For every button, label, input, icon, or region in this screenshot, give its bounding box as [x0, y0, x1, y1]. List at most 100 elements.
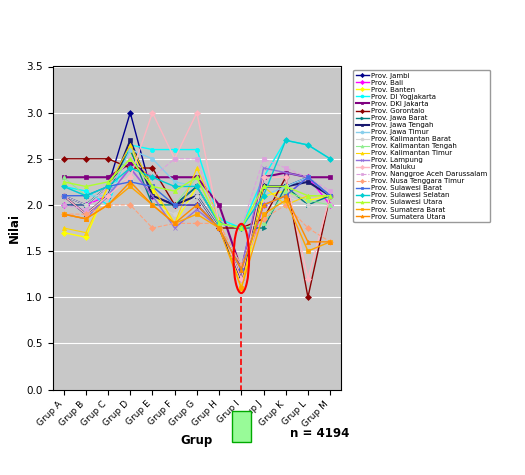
Prov. Sulawesi Utara [327, 193, 333, 199]
Prov. Jambi [60, 193, 67, 199]
Prov. Kalimantan Tengah [149, 184, 155, 190]
Prov. Sumatera Utara [172, 220, 178, 226]
Prov. Bali [149, 193, 155, 199]
Prov. DKI Jakarta [305, 174, 311, 180]
Prov. Sulawesi Utara [260, 184, 267, 190]
Prov. Kalimantan Timur [216, 216, 222, 222]
Prov. Jambi [127, 110, 133, 115]
Legend: Prov. Jambi, Prov. Bali, Prov. Banten, Prov. DI Yogjakarta, Prov. DKI Jakarta, P: Prov. Jambi, Prov. Bali, Prov. Banten, P… [353, 70, 490, 222]
Prov. Nanggroe Aceh Darussalam [127, 156, 133, 162]
Prov. DI Yogjakarta [260, 174, 267, 180]
FancyBboxPatch shape [232, 411, 251, 442]
Prov. Gorontalo [327, 193, 333, 199]
Text: n = 4194: n = 4194 [290, 428, 350, 440]
Prov. Banten [260, 193, 267, 199]
Prov. DKI Jakarta [127, 161, 133, 166]
Prov. Maluku [260, 174, 267, 180]
Prov. Nusa Tenggara Timur [238, 262, 245, 268]
Line: Prov. Gorontalo: Prov. Gorontalo [61, 157, 332, 299]
Prov. DKI Jakarta [149, 174, 155, 180]
Prov. DI Yogjakarta [172, 147, 178, 152]
Prov. Jawa Tengah [327, 193, 333, 199]
Prov. Nanggroe Aceh Darussalam [238, 225, 245, 231]
Prov. Sulawesi Utara [216, 220, 222, 226]
Prov. Jawa Timur [194, 184, 200, 190]
Prov. Kalimantan Tengah [282, 188, 289, 194]
Prov. Gorontalo [305, 294, 311, 300]
Prov. Sulawesi Barat [216, 225, 222, 231]
Prov. DKI Jakarta [105, 174, 111, 180]
Prov. Nanggroe Aceh Darussalam [327, 188, 333, 194]
Prov. Sumatera Utara [282, 193, 289, 199]
Prov. Bali [172, 202, 178, 208]
Prov. Sumatera Utara [305, 239, 311, 245]
Prov. Sulawesi Selatan [238, 225, 245, 231]
Prov. Kalimantan Barat [127, 174, 133, 180]
Line: Prov. Kalimantan Tengah: Prov. Kalimantan Tengah [61, 157, 332, 230]
Prov. Sulawesi Utara [60, 179, 67, 185]
Prov. Jawa Barat [149, 202, 155, 208]
Prov. DI Yogjakarta [82, 188, 89, 194]
Line: Prov. Kalimantan Timur: Prov. Kalimantan Timur [61, 143, 332, 290]
Prov. Jawa Timur [127, 147, 133, 152]
Prov. Sulawesi Barat [238, 266, 245, 272]
Prov. Sulawesi Selatan [60, 184, 67, 190]
Prov. Lampung [282, 170, 289, 175]
Prov. DKI Jakarta [327, 174, 333, 180]
Prov. Nanggroe Aceh Darussalam [305, 174, 311, 180]
Prov. DI Yogjakarta [194, 147, 200, 152]
Prov. Nanggroe Aceh Darussalam [216, 220, 222, 226]
Prov. DI Yogjakarta [105, 202, 111, 208]
Prov. DKI Jakarta [282, 170, 289, 175]
Prov. Kalimantan Barat [105, 184, 111, 190]
Prov. Maluku [282, 174, 289, 180]
Prov. Lampung [216, 225, 222, 231]
Prov. Kalimantan Tengah [238, 225, 245, 231]
Prov. Maluku [216, 220, 222, 226]
Prov. Nanggroe Aceh Darussalam [194, 156, 200, 162]
Line: Prov. Sulawesi Barat: Prov. Sulawesi Barat [61, 175, 332, 272]
Line: Prov. Sumatera Barat: Prov. Sumatera Barat [61, 184, 332, 290]
Prov. Jambi [82, 202, 89, 208]
Prov. Jawa Tengah [260, 184, 267, 190]
Prov. Jambi [327, 193, 333, 199]
Prov. DI Yogjakarta [127, 142, 133, 148]
Prov. Maluku [60, 193, 67, 199]
Prov. Jawa Tengah [194, 193, 200, 199]
Prov. Jawa Tengah [216, 225, 222, 231]
Prov. Kalimantan Barat [327, 202, 333, 208]
Prov. Nanggroe Aceh Darussalam [82, 207, 89, 212]
Prov. Gorontalo [238, 225, 245, 231]
Prov. Kalimantan Tengah [60, 174, 67, 180]
Line: Prov. Sulawesi Utara: Prov. Sulawesi Utara [61, 157, 332, 230]
Prov. Gorontalo [194, 202, 200, 208]
Prov. Sulawesi Selatan [260, 193, 267, 199]
Prov. Sulawesi Utara [127, 156, 133, 162]
Prov. Kalimantan Barat [82, 202, 89, 208]
Prov. Gorontalo [260, 216, 267, 222]
Prov. Kalimantan Tengah [305, 198, 311, 203]
Prov. Sulawesi Barat [172, 202, 178, 208]
Prov. DI Yogjakarta [282, 137, 289, 143]
Prov. Sumatera Utara [127, 179, 133, 185]
X-axis label: Grup: Grup [181, 435, 213, 447]
Prov. Kalimantan Barat [149, 202, 155, 208]
Prov. Kalimantan Barat [60, 193, 67, 199]
Prov. Gorontalo [149, 165, 155, 171]
Prov. Gorontalo [282, 174, 289, 180]
Prov. Kalimantan Barat [305, 202, 311, 208]
Prov. Bali [60, 202, 67, 208]
Prov. Sumatera Utara [82, 216, 89, 222]
Prov. Banten [149, 188, 155, 194]
Prov. Sumatera Barat [260, 211, 267, 217]
Prov. Jawa Barat [82, 202, 89, 208]
Prov. Banten [60, 230, 67, 236]
Prov. Sulawesi Utara [82, 184, 89, 190]
Prov. Nusa Tenggara Timur [194, 220, 200, 226]
Prov. Sulawesi Barat [82, 193, 89, 199]
Prov. Jawa Tengah [127, 137, 133, 143]
Prov. DKI Jakarta [172, 174, 178, 180]
Prov. Jambi [305, 174, 311, 180]
Prov. Sumatera Barat [305, 248, 311, 254]
Prov. Banten [216, 220, 222, 226]
